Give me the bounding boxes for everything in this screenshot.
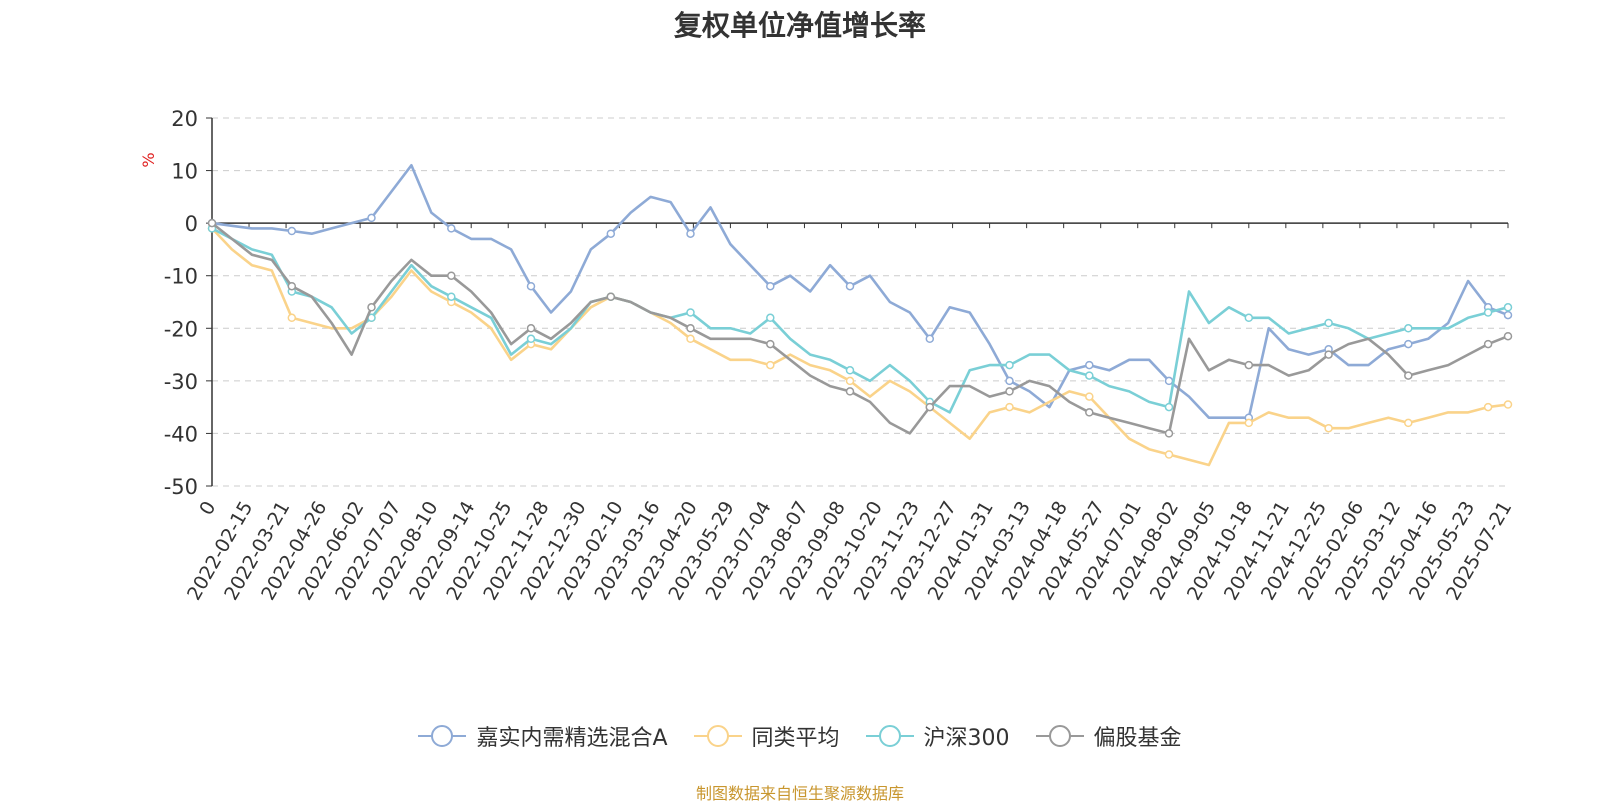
- data-point: [686, 308, 695, 317]
- data-point: [207, 218, 217, 228]
- series-line-3: [211, 222, 1509, 435]
- data-point: [606, 229, 616, 238]
- legend-swatch-icon: [865, 724, 914, 748]
- data-point: [845, 376, 855, 386]
- data-point: [686, 229, 695, 238]
- data-point: [447, 292, 456, 301]
- data-point: [1404, 324, 1413, 333]
- data-point: [1244, 418, 1254, 428]
- series-line-2: [211, 227, 1509, 414]
- legend-label: 嘉实内需精选混合A: [476, 726, 668, 751]
- data-point: [766, 339, 775, 349]
- y-tick-label: -20: [164, 317, 198, 341]
- data-point: [1005, 376, 1014, 386]
- data-point: [1483, 308, 1493, 317]
- y-tick-label: -40: [164, 422, 198, 446]
- legend-swatch-icon: [1035, 724, 1084, 748]
- grid-lines: [212, 117, 1508, 487]
- y-tick-label: 0: [185, 212, 198, 236]
- data-point: [1324, 350, 1333, 359]
- data-point: [1324, 318, 1333, 328]
- data-point: [1244, 313, 1254, 323]
- legend-label: 同类平均: [751, 726, 840, 751]
- legend-item-3[interactable]: 偏股基金: [1035, 720, 1182, 752]
- data-point: [1085, 371, 1094, 380]
- data-point: [1085, 360, 1094, 370]
- data-point: [1503, 310, 1513, 320]
- data-point: [686, 334, 695, 344]
- data-point: [1503, 331, 1513, 341]
- legend-label: 偏股基金: [1093, 726, 1182, 751]
- data-point: [1483, 339, 1493, 349]
- data-point: [1085, 392, 1094, 401]
- data-point: [845, 281, 855, 291]
- data-point: [1164, 450, 1174, 459]
- data-point: [1483, 402, 1493, 412]
- data-point: [686, 324, 695, 333]
- data-point: [447, 271, 456, 280]
- data-point: [845, 387, 855, 396]
- data-point: [1404, 339, 1413, 349]
- data-point: [1005, 402, 1014, 412]
- data-point: [1164, 402, 1174, 412]
- data-point: [367, 303, 376, 312]
- legend-label: 沪深300: [923, 726, 1010, 751]
- data-point: [766, 360, 775, 370]
- data-point: [287, 313, 297, 323]
- legend-item-2[interactable]: 沪深300: [865, 720, 1010, 752]
- data-point: [1404, 418, 1413, 428]
- legend-swatch-icon: [418, 724, 467, 748]
- legend-item-1[interactable]: 同类平均: [693, 720, 840, 752]
- series-line-0: [211, 164, 1509, 419]
- legend-swatch-icon: [693, 724, 742, 748]
- data-point: [1005, 387, 1014, 396]
- series-line-1: [211, 227, 1509, 467]
- chart-title: 复权单位净值增长率: [673, 9, 926, 42]
- chart-legend: 嘉实内需精选混合A 同类平均 沪深300 偏股基金: [0, 720, 1600, 752]
- data-point: [526, 324, 536, 333]
- data-point: [1164, 376, 1174, 386]
- y-axis-unit-label: %: [139, 152, 158, 167]
- data-point: [925, 334, 935, 344]
- series-lines: [207, 164, 1513, 467]
- source-note: 制图数据来自恒生聚源数据库: [695, 784, 904, 803]
- data-point: [526, 334, 536, 344]
- x-tick-label: 0: [195, 498, 220, 519]
- y-tick-label: -10: [164, 265, 198, 289]
- data-point: [1085, 408, 1094, 417]
- data-point: [367, 213, 376, 223]
- y-tick-label: 10: [171, 160, 198, 184]
- y-tick-label: -50: [164, 475, 198, 499]
- y-tick-label: 20: [171, 107, 198, 131]
- data-point: [287, 226, 297, 236]
- data-point: [1244, 360, 1254, 370]
- data-point: [1503, 400, 1513, 409]
- data-point: [1005, 360, 1014, 370]
- data-point: [766, 281, 775, 291]
- data-point: [606, 292, 616, 301]
- data-point: [925, 402, 935, 412]
- data-point: [1324, 423, 1333, 433]
- data-point: [447, 224, 456, 233]
- data-point: [1404, 371, 1413, 380]
- data-point: [1164, 429, 1174, 438]
- data-point: [287, 281, 297, 291]
- axes: 20100-10-20-30-40-5002022-02-152022-03-2…: [164, 107, 1517, 604]
- data-point: [1503, 303, 1513, 312]
- data-point: [766, 313, 775, 323]
- data-point: [845, 366, 855, 375]
- y-tick-label: -30: [164, 370, 198, 394]
- data-point: [526, 281, 536, 291]
- legend-item-0[interactable]: 嘉实内需精选混合A: [418, 720, 668, 752]
